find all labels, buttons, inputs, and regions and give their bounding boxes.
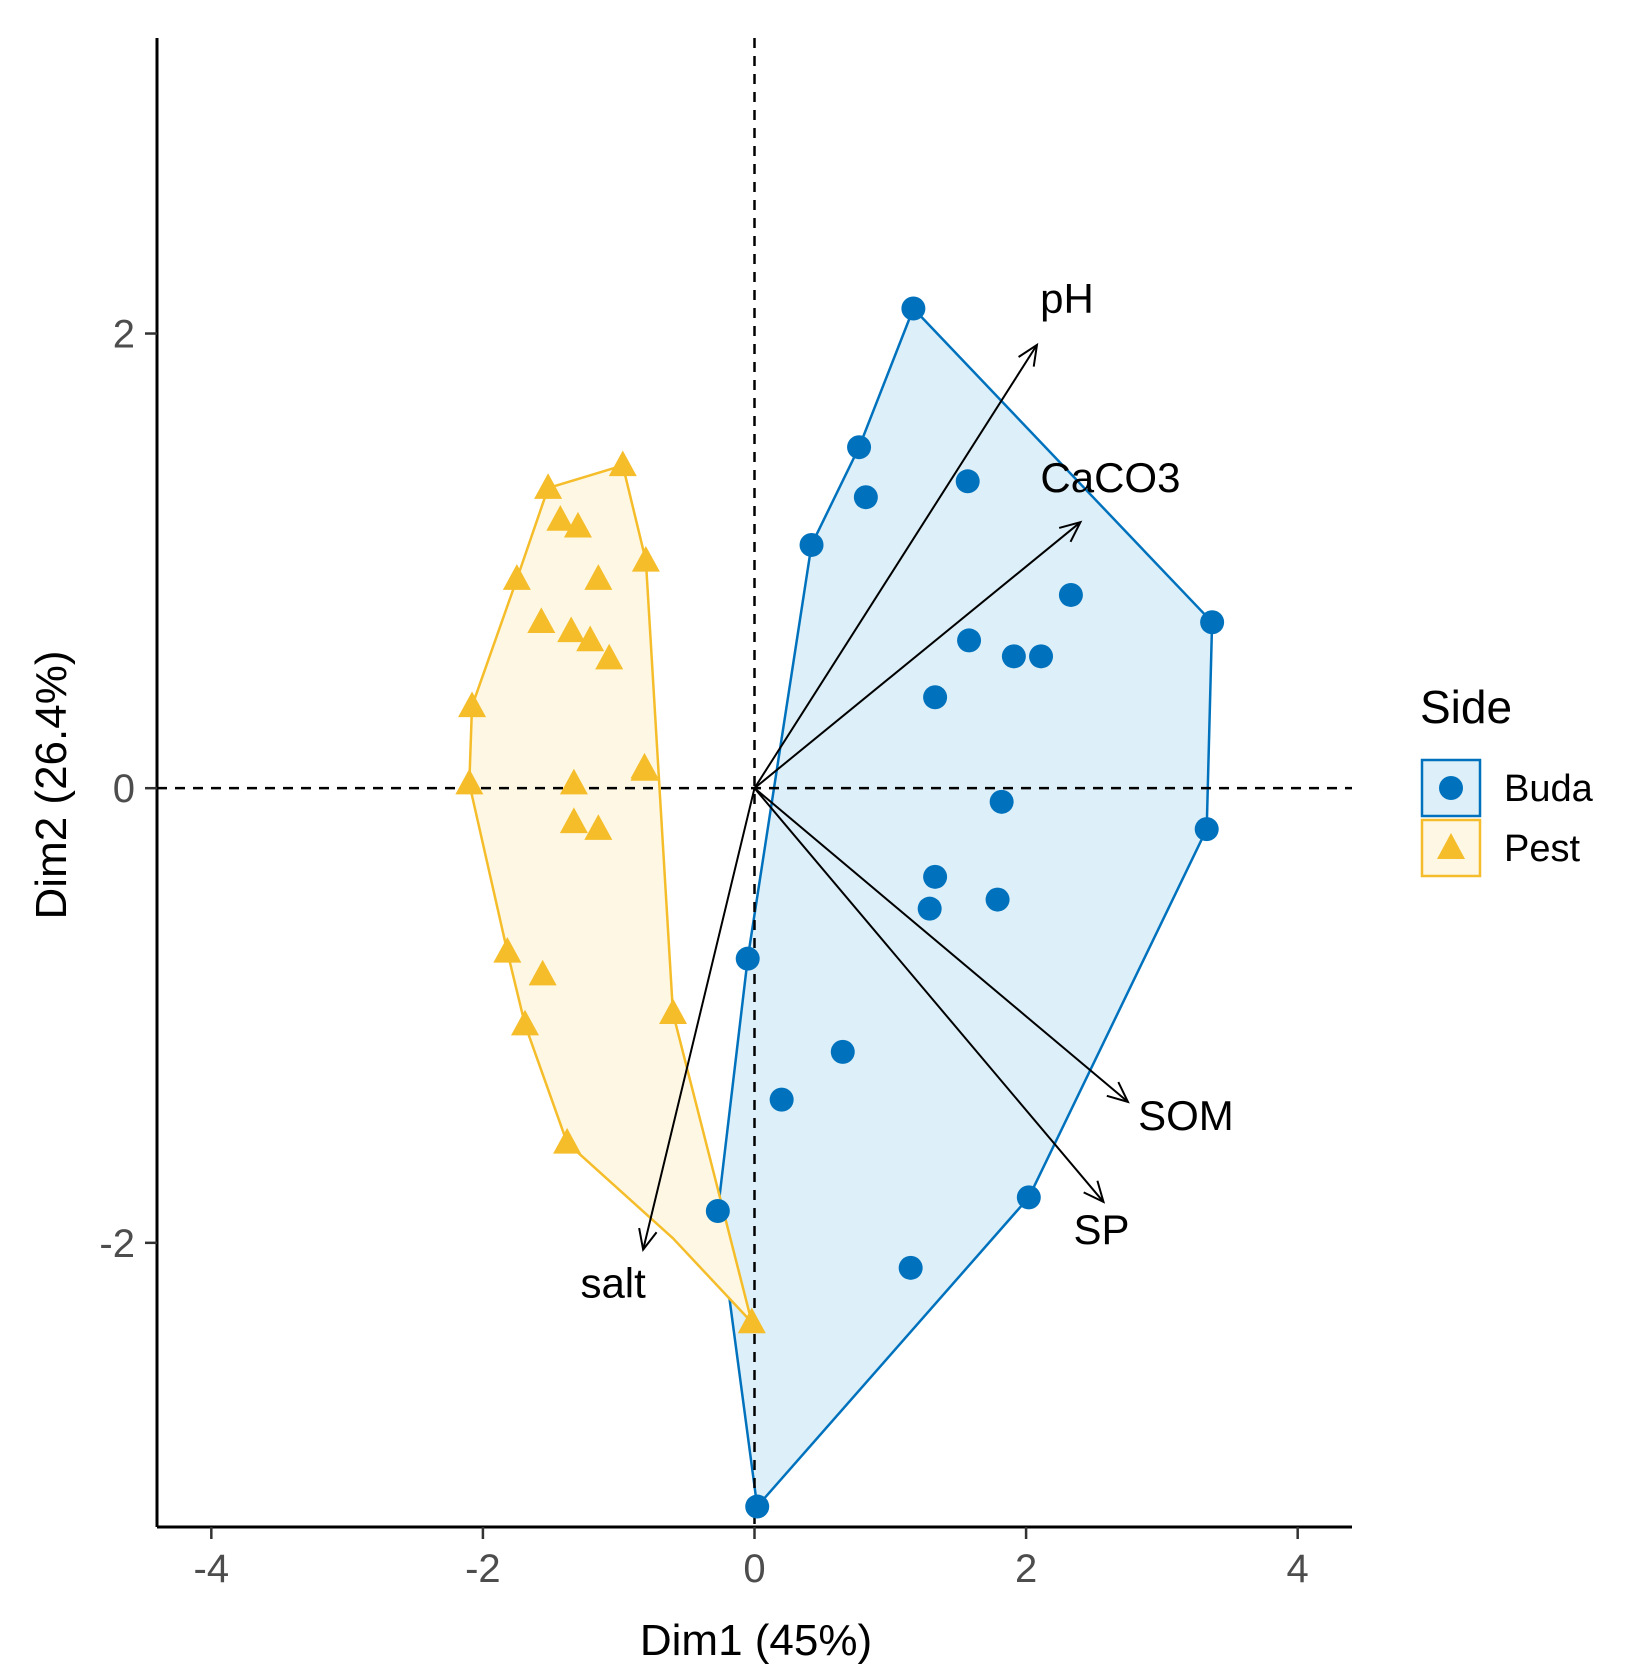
point-buda — [1058, 582, 1083, 607]
point-pest — [553, 1127, 582, 1154]
point-buda — [1016, 1185, 1041, 1210]
point-buda — [1001, 644, 1026, 669]
arrow-salt — [642, 787, 756, 1250]
arrow-sp — [753, 787, 1105, 1203]
point-pest — [455, 768, 484, 795]
point-buda — [923, 864, 948, 889]
legend-label-pest: Pest — [1504, 828, 1580, 870]
arrowhead-ph — [1018, 342, 1039, 367]
variable-label-sp: SP — [1073, 1206, 1129, 1253]
point-pest — [659, 998, 688, 1025]
point-pest — [527, 607, 556, 634]
legend-key-pest — [1420, 818, 1482, 878]
point-pest — [559, 768, 588, 795]
point-pest — [559, 807, 588, 834]
variable-label-som: SOM — [1138, 1092, 1234, 1139]
point-buda — [901, 296, 926, 321]
point-buda — [830, 1039, 855, 1064]
legend-title: Side — [1420, 681, 1512, 733]
y-tick-label: -2 — [99, 1222, 135, 1266]
point-buda — [745, 1494, 770, 1519]
y-axis-title: Dim2 (26.4%) — [27, 651, 76, 920]
y-tick-label: 0 — [113, 767, 135, 811]
point-buda — [989, 789, 1014, 814]
point-pest — [511, 1009, 540, 1036]
y-tick-label: 2 — [113, 313, 135, 357]
point-pest — [737, 1307, 766, 1334]
point-pest — [502, 564, 531, 590]
point-buda — [1194, 817, 1219, 842]
point-pest — [528, 959, 557, 986]
legend-marker-pest — [1437, 833, 1465, 859]
variable-label-caco3: CaCO3 — [1040, 454, 1180, 501]
variable-label-salt: salt — [580, 1260, 646, 1307]
hull-pest — [468, 464, 754, 1324]
point-pest — [563, 511, 592, 538]
arrowhead-salt — [638, 1227, 658, 1253]
x-tick-label: -4 — [194, 1547, 230, 1591]
point-buda — [955, 469, 980, 494]
axes — [145, 38, 1352, 1539]
x-axis-title: Dim1 (45%) — [640, 1616, 872, 1665]
point-pest — [631, 545, 660, 572]
data-points — [455, 296, 1225, 1519]
point-buda — [847, 435, 872, 460]
point-pest — [493, 936, 522, 963]
point-buda — [923, 685, 948, 710]
point-pest — [584, 814, 613, 840]
point-pest — [595, 643, 624, 670]
point-buda — [917, 896, 942, 921]
tick-labels: -4 -2 0 2 4 -2 0 2 — [99, 313, 1308, 1591]
arrow-ph — [753, 344, 1038, 789]
point-pest — [557, 616, 586, 643]
point-pest — [458, 691, 487, 718]
x-tick-label: 4 — [1287, 1547, 1309, 1591]
point-buda — [735, 946, 760, 971]
point-pest — [534, 473, 563, 499]
point-buda — [957, 628, 982, 653]
arrowhead-som — [1106, 1081, 1130, 1104]
legend-label-buda: Buda — [1504, 768, 1594, 810]
variable-arrows: pH CaCO3 SOM SP salt — [580, 275, 1233, 1307]
point-pest — [630, 755, 659, 781]
arrow-caco3 — [753, 521, 1082, 789]
point-pest — [608, 450, 637, 477]
arrowhead-sp — [1083, 1180, 1106, 1204]
point-buda — [853, 485, 878, 510]
point-buda — [898, 1255, 923, 1280]
point-buda — [1200, 610, 1225, 635]
legend: Side Buda Pest — [1420, 681, 1594, 878]
variable-label-ph: pH — [1040, 275, 1094, 322]
point-pest — [546, 505, 575, 531]
hull-buda — [716, 307, 1214, 1508]
point-buda — [799, 532, 824, 557]
x-tick-label: 0 — [743, 1547, 765, 1591]
point-buda — [985, 887, 1010, 912]
point-buda — [1029, 644, 1054, 669]
point-buda — [705, 1199, 730, 1224]
x-tick-label: 2 — [1015, 1547, 1037, 1591]
point-buda — [769, 1087, 794, 1112]
point-pest — [576, 625, 605, 652]
arrowhead-caco3 — [1058, 520, 1083, 543]
arrow-som — [753, 787, 1129, 1103]
point-pest — [584, 564, 613, 590]
x-tick-label: -2 — [465, 1547, 501, 1591]
legend-marker-buda — [1439, 776, 1463, 800]
